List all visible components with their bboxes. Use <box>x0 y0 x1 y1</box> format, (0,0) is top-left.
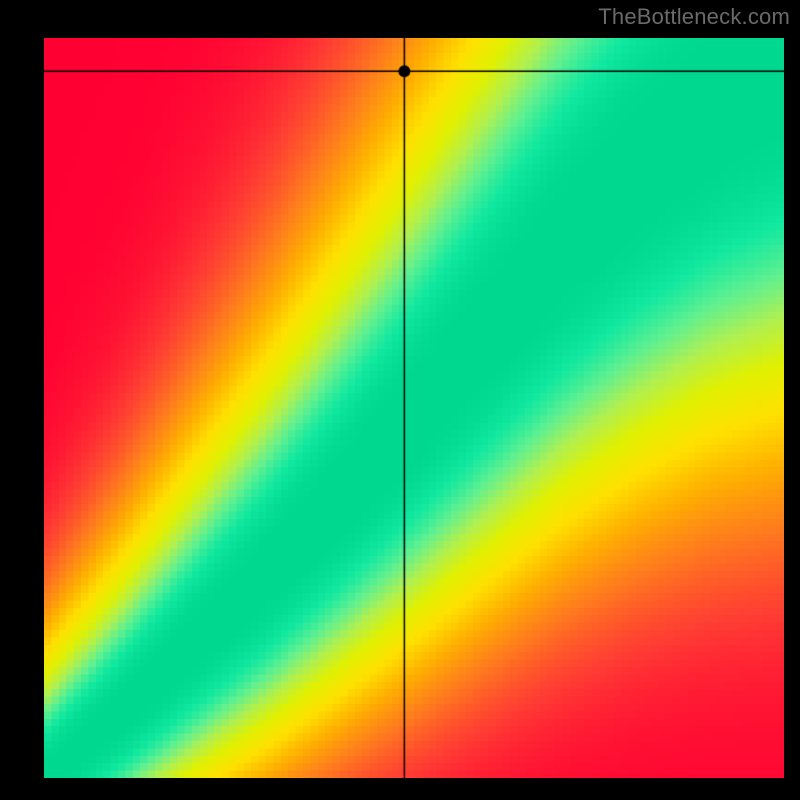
chart-container: TheBottleneck.com <box>0 0 800 800</box>
crosshair-overlay <box>44 38 784 778</box>
watermark-text: TheBottleneck.com <box>598 4 790 30</box>
